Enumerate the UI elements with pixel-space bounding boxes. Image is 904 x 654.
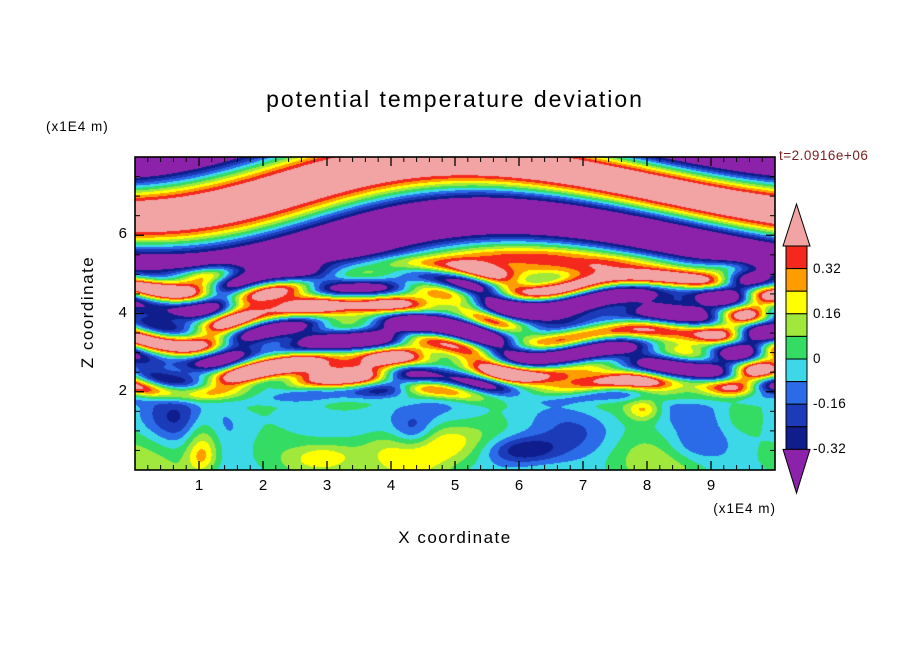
x-tick-label: 3 xyxy=(322,477,332,494)
z-axis-unit-label: (x1E4 m) xyxy=(46,119,109,134)
heatmap-field xyxy=(135,157,775,470)
x-axis-unit-label: (x1E4 m) xyxy=(713,501,776,516)
x-tick-label: 5 xyxy=(450,477,460,494)
time-label: t=2.0916e+06 xyxy=(779,148,869,163)
x-tick-label: 4 xyxy=(386,477,396,494)
colorbar-label: -0.32 xyxy=(813,441,847,457)
x-tick-label: 2 xyxy=(258,477,268,494)
x-tick-label: 1 xyxy=(194,477,204,494)
x-tick-label: 8 xyxy=(642,477,652,494)
z-tick-label: 4 xyxy=(118,303,127,321)
colorbar-label: -0.16 xyxy=(813,396,847,412)
x-axis-title: X coordinate xyxy=(398,528,512,547)
colorbar-label: 0.16 xyxy=(813,305,842,321)
chart-title: potential temperature deviation xyxy=(266,86,644,112)
x-tick-label: 9 xyxy=(706,477,716,494)
z-tick-label: 6 xyxy=(118,225,127,243)
colorbar-label: 0 xyxy=(813,351,822,366)
x-tick-label: 6 xyxy=(514,477,524,494)
colorbar-label: 0.32 xyxy=(813,260,842,276)
x-tick-label: 7 xyxy=(578,477,588,494)
z-axis-title: Z coordinate xyxy=(78,255,97,369)
z-tick-label: 2 xyxy=(118,381,127,399)
